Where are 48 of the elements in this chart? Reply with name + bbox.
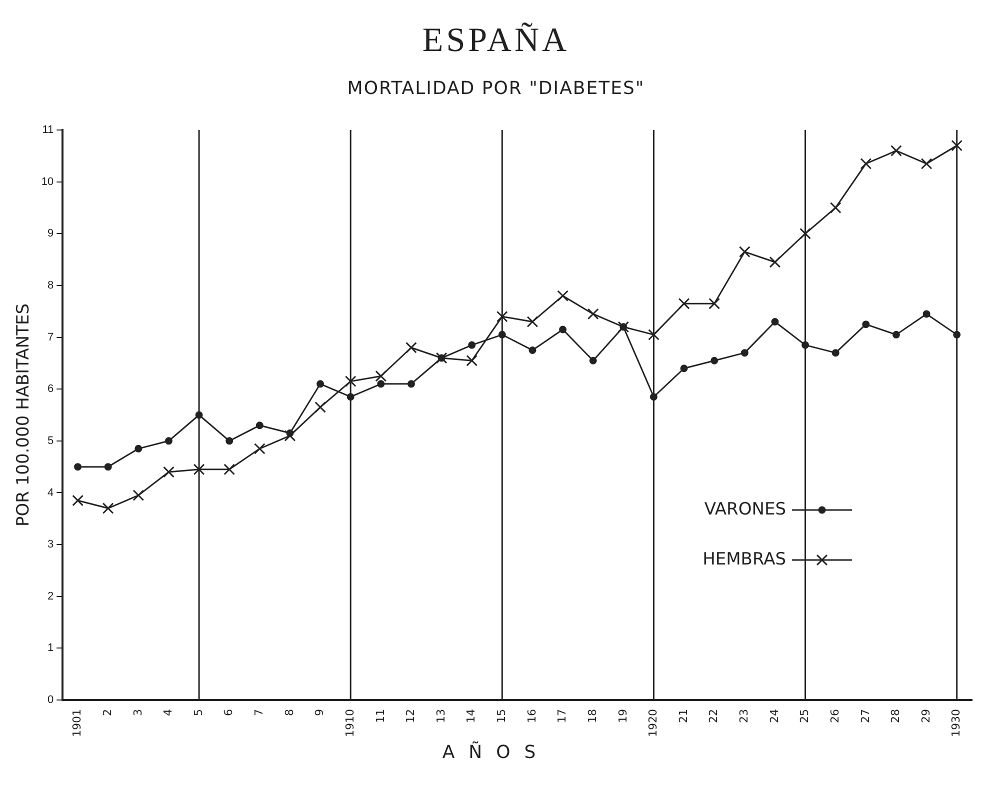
x-tick-label: 9 bbox=[313, 709, 326, 716]
x-tick-label: 4 bbox=[162, 709, 175, 716]
x-tick-label: 23 bbox=[738, 709, 751, 724]
x-tick-label: 13 bbox=[434, 709, 448, 724]
y-tick-label: 6 bbox=[48, 383, 54, 396]
y-tick-label: 7 bbox=[48, 331, 54, 344]
x-axis-title: AÑOS bbox=[441, 742, 551, 763]
x-tick-label: 7 bbox=[252, 709, 266, 716]
x-tick-label: 21 bbox=[676, 709, 690, 724]
x-tick-label: 6 bbox=[222, 709, 236, 716]
x-tick-label: 16 bbox=[525, 709, 538, 724]
x-tick-label: 1920 bbox=[646, 709, 660, 738]
x-tick-label: 15 bbox=[495, 709, 508, 724]
y-axis-title: POR 100.000 HABITANTES bbox=[14, 304, 34, 526]
x-tick-label: 29 bbox=[919, 709, 932, 724]
legend-label: HEMBRAS bbox=[702, 549, 786, 570]
x-tick-label: 24 bbox=[768, 709, 781, 724]
x-tick-label: 25 bbox=[798, 709, 812, 724]
x-tick-label: 1901 bbox=[70, 709, 84, 738]
x-tick-label: 5 bbox=[192, 709, 205, 716]
y-tick-label: 2 bbox=[48, 590, 54, 602]
x-tick-label: 8 bbox=[282, 709, 296, 716]
x-tick-label: 11 bbox=[374, 709, 387, 724]
y-tick-label: 0 bbox=[48, 694, 54, 706]
x-tick-label: 3 bbox=[131, 709, 144, 716]
y-tick-label: 3 bbox=[48, 538, 54, 551]
chart-title: ESPAÑA bbox=[421, 22, 571, 60]
legend-label: VARONES bbox=[704, 499, 786, 520]
y-tick-label: 10 bbox=[41, 176, 54, 188]
y-tick-label: 8 bbox=[48, 279, 54, 292]
y-tick-label: 4 bbox=[48, 486, 54, 499]
x-tick-label: 17 bbox=[556, 709, 569, 724]
x-tick-label: 14 bbox=[464, 709, 478, 724]
x-tick-label: 26 bbox=[828, 709, 842, 724]
y-tick-label: 1 bbox=[48, 642, 54, 654]
x-tick-label: 12 bbox=[404, 709, 418, 724]
x-tick-label: 27 bbox=[858, 709, 872, 724]
y-tick-label: 11 bbox=[42, 124, 54, 136]
y-tick-label: 9 bbox=[48, 228, 54, 240]
x-tick-label: 2 bbox=[100, 709, 114, 716]
x-tick-label: 18 bbox=[586, 709, 599, 724]
x-tick-label: 1910 bbox=[343, 709, 356, 738]
y-tick-label: 5 bbox=[48, 434, 54, 447]
x-tick-label: 1930 bbox=[950, 709, 963, 738]
x-tick-label: 22 bbox=[707, 709, 720, 724]
x-tick-label: 19 bbox=[616, 709, 630, 724]
chart-subtitle: MORTALIDAD POR "DIABETES" bbox=[346, 78, 646, 99]
x-tick-label: 28 bbox=[889, 709, 902, 724]
